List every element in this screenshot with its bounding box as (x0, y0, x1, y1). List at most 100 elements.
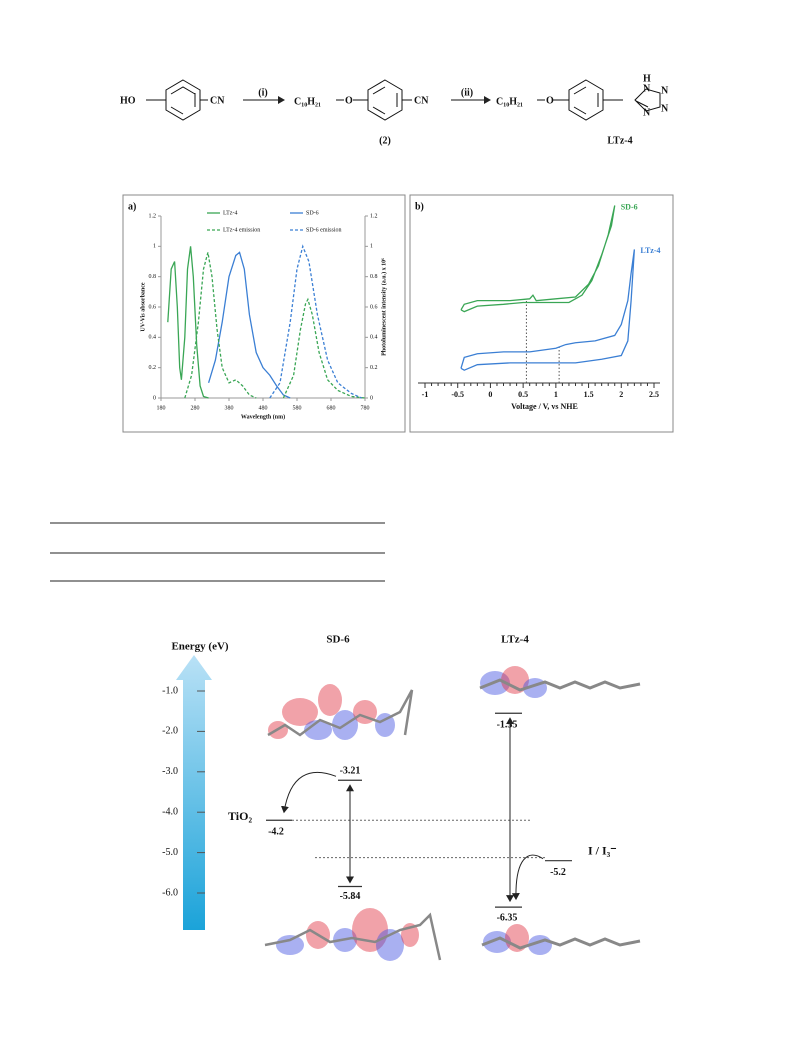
series-line (269, 244, 362, 399)
series-line (207, 251, 291, 399)
atom: H (643, 73, 651, 84)
atom: CN (210, 95, 225, 106)
atom: HO (120, 95, 136, 106)
atom: CN (414, 95, 429, 106)
atom: O (546, 95, 554, 106)
x-tick-label: 2.5 (649, 390, 659, 399)
panel-frame (409, 194, 674, 433)
y2-tick-label: 0.8 (370, 274, 378, 280)
x-tick-label: 580 (293, 405, 302, 411)
transfer-arrow (511, 854, 544, 901)
x-tick-label: 2 (619, 390, 623, 399)
energy-tick-label: -4.0 (162, 806, 178, 817)
compound-label: (2) (379, 135, 391, 146)
legend-label: SD-6 (306, 210, 319, 216)
energy-level-label: -1.55 (497, 720, 518, 731)
energy-tick-label: -5.0 (162, 847, 178, 858)
benzene-ring (165, 79, 201, 121)
x-tick-label: -0.5 (451, 390, 464, 399)
step-label: (i) (258, 87, 267, 98)
acceptor-label: TiO₂ (228, 809, 252, 823)
benzene-ring (568, 79, 604, 121)
series-label: LTz-4 (640, 246, 660, 255)
atom-group: C₁₀H₂₁ (496, 96, 523, 107)
ltz4-lumo (479, 666, 641, 698)
benzene-ring (367, 79, 403, 121)
x-tick-label: -1 (422, 390, 429, 399)
atom: N (661, 103, 669, 114)
ring-bond (573, 106, 587, 115)
series-line (184, 252, 366, 399)
energy-level-label: -6.35 (497, 912, 518, 923)
x-tick-label: 380 (225, 405, 234, 411)
reaction-scheme (146, 79, 661, 121)
y-axis-label: UV-Vis absorbance (140, 282, 146, 332)
atom-group: C₁₀H₂₁ (294, 96, 321, 107)
x-tick-label: 1.5 (584, 390, 594, 399)
y2-tick-label: 0 (370, 395, 373, 401)
energy-level-label: -5.84 (340, 891, 361, 902)
atom: N (661, 85, 669, 96)
molecule-label: SD-6 (326, 634, 350, 646)
atom: O (345, 95, 353, 106)
x-tick-label: 280 (191, 405, 200, 411)
energy-axis-arrow (176, 655, 212, 930)
x-axis-label: Voltage / V, vs NHE (511, 402, 578, 411)
axis-frame (160, 216, 366, 399)
legend-label: LTz-4 emission (223, 227, 260, 233)
compound-label: LTz-4 (607, 135, 632, 146)
step-label: (ii) (461, 87, 473, 98)
ring-bond (635, 100, 649, 108)
x-tick-label: 180 (157, 405, 166, 411)
x-tick-label: 0 (488, 390, 492, 399)
energy-level-label: -3.21 (340, 766, 361, 777)
panel-frame (122, 194, 406, 433)
ring-bond (372, 86, 386, 95)
y2-tick-label: 0.4 (370, 335, 378, 341)
y-tick-label: 0.2 (149, 365, 157, 371)
y-tick-label: 0.4 (149, 335, 157, 341)
molecule-label: LTz-4 (501, 634, 529, 646)
ring-bond (170, 106, 184, 115)
electrolyte-label: I / I₃⁻ (588, 843, 617, 857)
y2-tick-label: 0.2 (370, 365, 378, 371)
x-tick-label: 0.5 (518, 390, 528, 399)
energy-tick-label: -6.0 (162, 887, 178, 898)
ring-bond (573, 86, 587, 95)
x-tick-label: 680 (327, 405, 336, 411)
y2-tick-label: 1 (370, 244, 373, 250)
energy-level-label: -5.2 (550, 867, 566, 878)
atom: N (643, 83, 651, 94)
x-axis-label: Wavelength (nm) (241, 413, 285, 420)
x-tick-label: 780 (361, 405, 370, 411)
tetrazole-ring (634, 88, 661, 112)
energy-tick-label: -1.0 (162, 685, 178, 696)
series-line (460, 205, 616, 313)
y-tick-label: 0.8 (149, 274, 157, 280)
transfer-arrow (280, 771, 337, 814)
x-tick-label: 1 (554, 390, 558, 399)
atom: N (643, 107, 651, 118)
sd6-lumo (267, 684, 414, 740)
ring-bond (372, 106, 386, 115)
y-tick-label: 1.2 (149, 213, 157, 219)
y2-tick-label: 0.6 (370, 304, 378, 310)
energy-axis-title: Energy (eV) (171, 641, 228, 653)
y-tick-label: 0 (153, 395, 156, 401)
legend-label: SD-6 emission (306, 227, 342, 233)
energy-tick-label: -2.0 (162, 726, 178, 737)
x-tick-label: 480 (259, 405, 268, 411)
panel-label: a) (128, 201, 136, 212)
series-line (460, 249, 636, 371)
ltz4-homo (481, 924, 641, 955)
panel-label: b) (415, 201, 424, 212)
y2-axis-label: Photoluminescent intensity (a.u.) x 10⁶ (380, 258, 387, 356)
y-tick-label: 0.6 (149, 304, 157, 310)
y2-tick-label: 1.2 (370, 213, 378, 219)
series-line (167, 246, 209, 399)
y-tick-label: 1 (153, 244, 156, 250)
series-label: SD-6 (621, 202, 638, 211)
orbital-images (264, 666, 641, 961)
legend-label: LTz-4 (223, 210, 237, 216)
